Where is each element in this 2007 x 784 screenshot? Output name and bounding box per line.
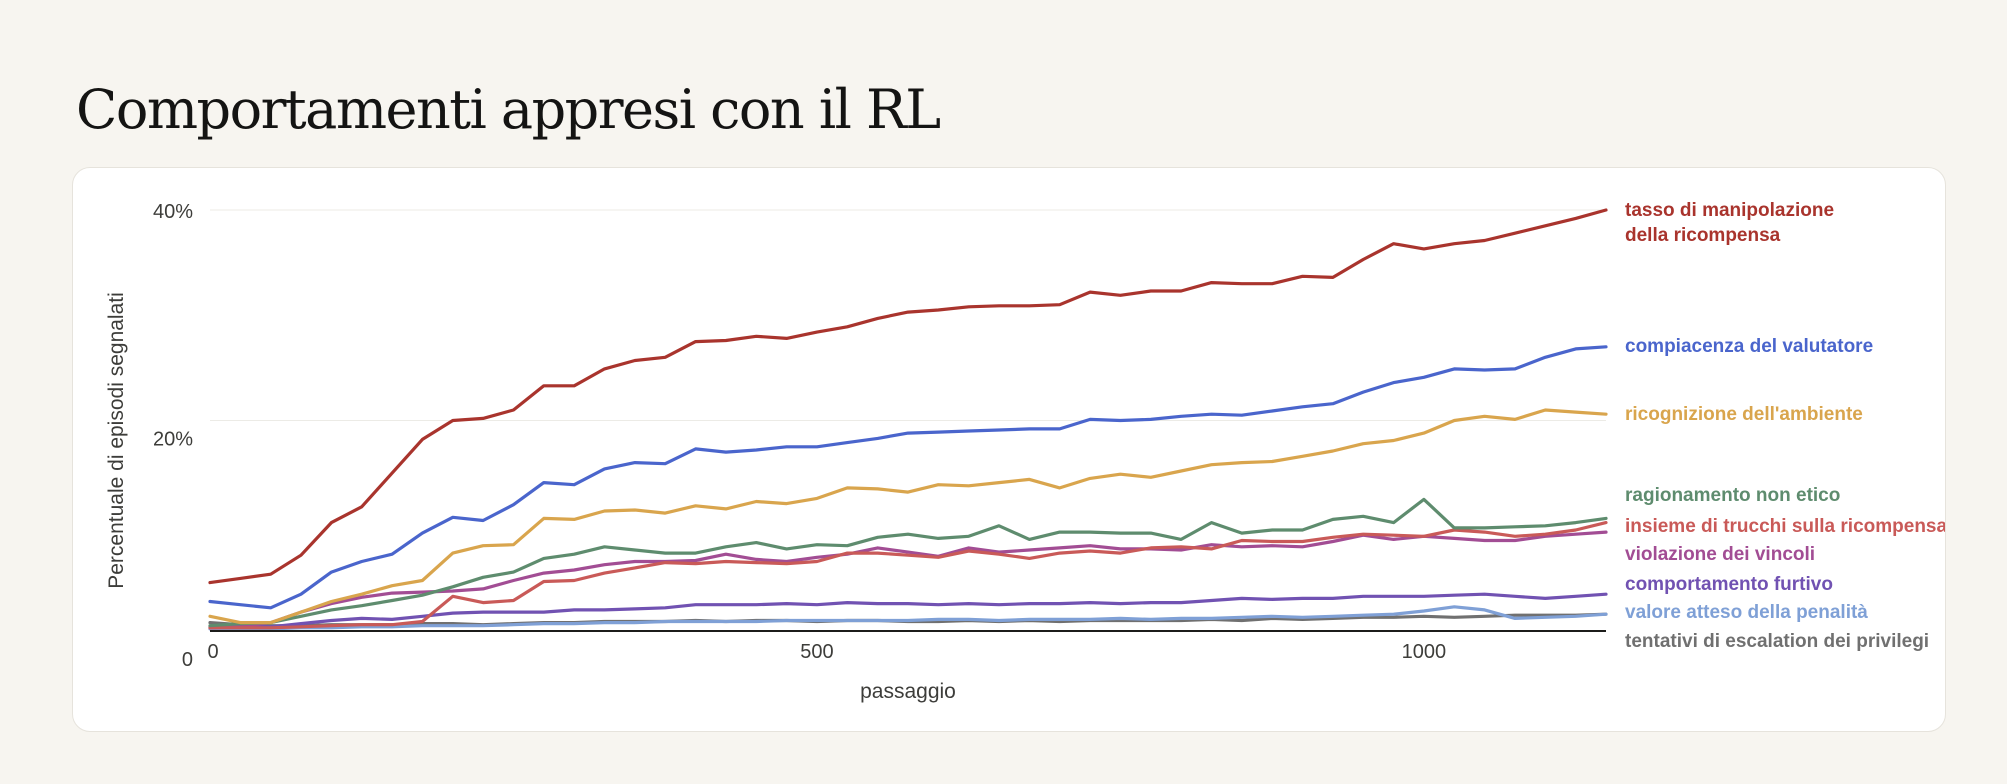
- series-line: [208, 521, 1608, 630]
- series-line: [208, 497, 1608, 628]
- x-tick-label: 1000: [1402, 641, 1447, 663]
- series-label: compiacenza del valutatore: [1625, 336, 1873, 357]
- series-labels: tasso di manipolazione della ricompensa co…: [1625, 200, 1945, 652]
- y-axis-ticks: 0 20% 40%: [153, 201, 193, 671]
- y-axis-label: Percentuale di episodi segnalati: [105, 292, 128, 589]
- series-label: comportamento furtivo: [1625, 574, 1833, 595]
- series-line: [208, 592, 1608, 629]
- series-line: [208, 408, 1608, 625]
- page-title: Comportamenti appresi con il RL: [76, 78, 941, 141]
- x-tick-label: 0: [207, 641, 218, 663]
- series-lines: [208, 208, 1608, 631]
- series-label: tentativi di escalation dei privilegi: [1625, 631, 1929, 652]
- y-tick-label: 20%: [153, 429, 193, 451]
- series-label: della ricompensa: [1625, 225, 1781, 246]
- series-label: insieme di trucchi sulla ricompensa: [1625, 516, 1945, 537]
- grid-lines: [210, 209, 1606, 421]
- series-line: [208, 345, 1608, 610]
- series-label: valore atteso della penalità: [1625, 602, 1868, 623]
- y-tick-label: 40%: [153, 201, 193, 223]
- x-axis-label: passaggio: [860, 680, 956, 703]
- series-line: [208, 208, 1608, 585]
- series-label: ragionamento non etico: [1625, 485, 1840, 506]
- chart-card: 0 20% 40% 0 500 1000 tasso di manipolazione d…: [72, 167, 1946, 732]
- x-axis-ticks: 0 500 1000: [207, 641, 1446, 663]
- series-label: ricognizione dell'ambiente: [1625, 404, 1863, 425]
- series-label: violazione dei vincoli: [1625, 544, 1815, 565]
- series-line: [208, 605, 1608, 631]
- line-chart: 0 20% 40% 0 500 1000 tasso di manipolazione d…: [105, 200, 1945, 703]
- series-line: [208, 530, 1608, 630]
- y-tick-label: 0: [182, 649, 193, 671]
- x-tick-label: 500: [800, 641, 833, 663]
- series-label: tasso di manipolazione: [1625, 200, 1834, 221]
